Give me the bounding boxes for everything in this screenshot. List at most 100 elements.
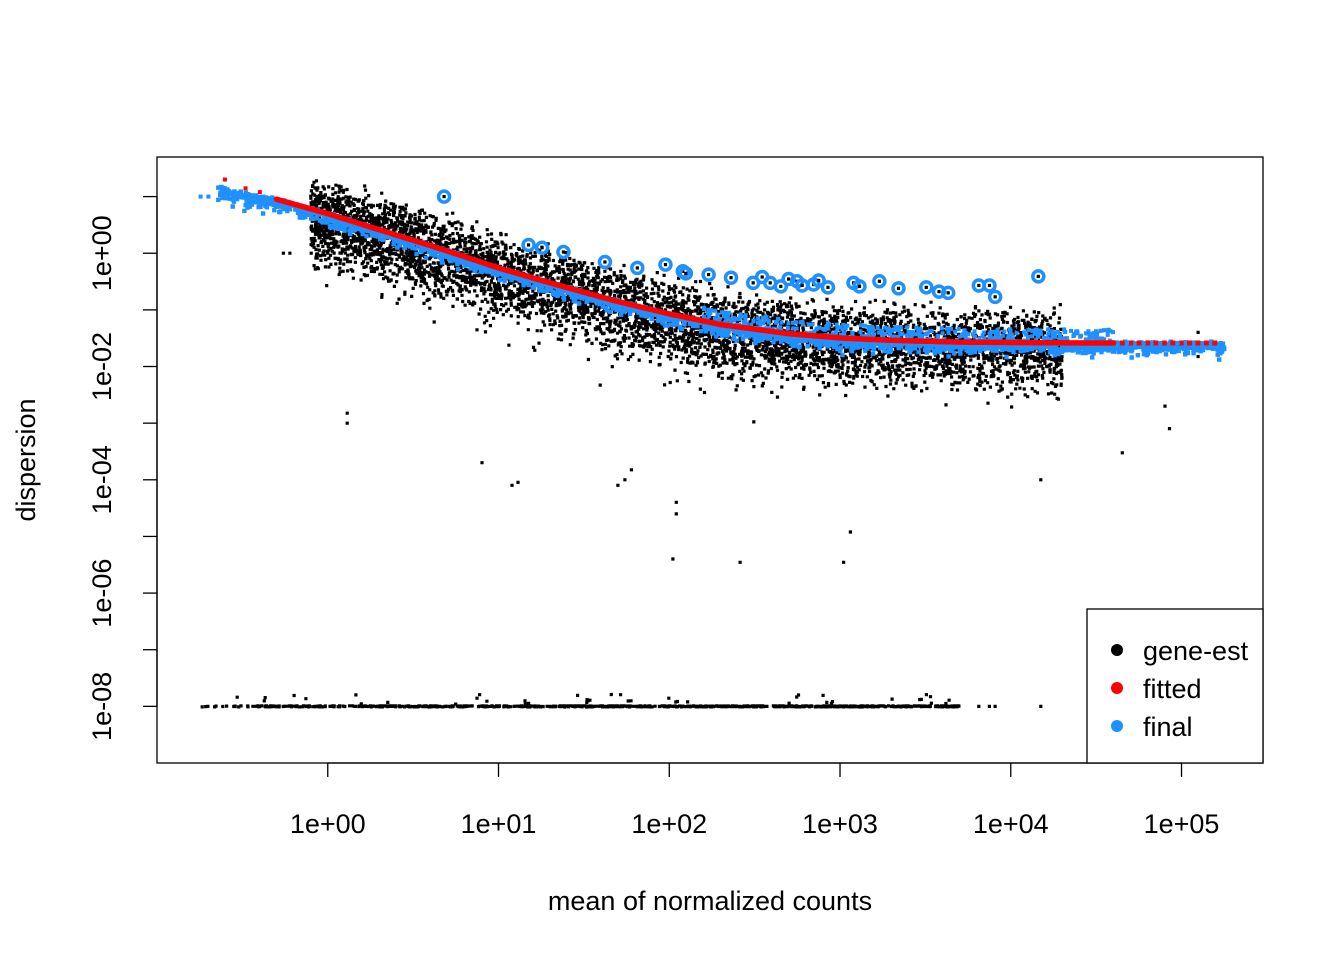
legend-marker [1111,682,1123,694]
outlier-ring [658,257,673,272]
outlier-ring [723,270,739,285]
y-tick-label: 1e-06 [87,559,117,628]
final-point [236,194,241,199]
legend-label: final [1143,712,1193,742]
outlier-point [707,272,711,277]
final-point [1158,341,1163,346]
outlier-ring [987,289,1003,305]
final-point [1218,341,1223,346]
fitted-point [243,186,248,191]
legend-marker [1111,644,1123,656]
outlier-ring [820,280,836,295]
outlier-point [526,243,531,247]
legend-label: fitted [1143,674,1202,704]
outlier-ring [436,189,452,204]
outlier-ring [852,279,867,294]
outlier-layer [436,189,1046,305]
outlier-point [924,285,928,289]
outlier-point [896,286,901,290]
outlier-point [779,284,783,288]
final-point [225,194,230,199]
outlier-ring [678,266,694,281]
outlier-ring [781,271,796,287]
fitted-point [1153,340,1159,346]
outlier-point [800,283,804,288]
outlier-ring [891,281,906,296]
legend-marker [1111,720,1123,732]
outlier-ring [521,237,536,253]
x-tick-label: 1e+03 [802,809,878,839]
y-tick-label: 1e-08 [87,672,117,741]
fitted-point [222,177,227,182]
outlier-point [681,269,685,273]
fitted-point [1195,340,1201,346]
outlier-point [663,262,668,267]
final-point [206,194,211,199]
y-tick-label: 1e-04 [87,445,117,514]
fitted-point [1170,340,1176,346]
x-tick-label: 1e+04 [973,809,1049,839]
fitted-point [1212,340,1218,346]
final-point [247,194,252,199]
outlier-point [442,194,446,199]
outlier-ring [701,267,716,282]
y-tick-label: 1e-02 [87,332,117,401]
x-tick-label: 1e+01 [461,809,537,839]
outlier-ring [919,280,934,295]
fitted-point [1203,340,1209,346]
legend: gene-est fitted final [1086,608,1264,764]
outlier-point [635,266,639,270]
fitted-point [1145,340,1151,346]
outlier-point [684,271,688,276]
final-point [1175,341,1180,346]
outlier-ring [982,278,997,293]
outlier-ring [1031,269,1046,284]
x-axis-label: mean of normalized counts [548,886,872,916]
outlier-ring [773,279,789,294]
outlier-point [540,246,544,250]
outlier-ring [872,274,887,289]
final-point [1125,341,1130,346]
fitted-point [1178,340,1184,346]
outlier-point [946,291,950,295]
outlier-point [817,278,821,283]
y-axis: 1e+00 1e-02 1e-04 1e-06 1e-08 [87,195,158,741]
y-tick-label: 1e+00 [87,215,117,291]
outlier-point [1036,274,1040,278]
fitted-point [1187,340,1193,346]
x-tick-label: 1e+05 [1144,809,1220,839]
final-point [1141,341,1146,346]
fitted-point [1136,340,1142,346]
fitted-curve-layer [273,196,1223,346]
final-point [261,194,266,199]
fitted-point [257,190,262,195]
fitted-curve [273,196,1117,346]
fitted-point [1161,340,1167,346]
outlier-point [937,290,941,294]
outlier-ring [597,254,613,270]
fitted-point [1119,340,1125,346]
outlier-point [857,284,862,288]
outlier-ring [811,273,826,288]
y-axis-label: dispersion [11,398,41,521]
fitted-point [1128,340,1134,346]
outlier-point [877,279,881,283]
outlier-point [826,285,830,289]
outlier-point [751,281,755,285]
outlier-ring [556,244,571,260]
outlier-ring [534,240,550,255]
outlier-point [993,295,997,299]
legend-label: gene-est [1143,636,1249,666]
outlier-point [760,275,764,279]
outlier-ring [940,285,956,301]
outlier-point [603,260,607,264]
outlier-point [729,276,733,280]
outlier-ring [630,260,645,276]
outlier-point [768,281,772,285]
outlier-point [987,283,992,288]
x-tick-label: 1e+00 [290,809,366,839]
x-axis: 1e+00 1e+01 1e+02 1e+03 1e+04 1e+05 [290,762,1220,839]
outlier-point [787,277,791,281]
